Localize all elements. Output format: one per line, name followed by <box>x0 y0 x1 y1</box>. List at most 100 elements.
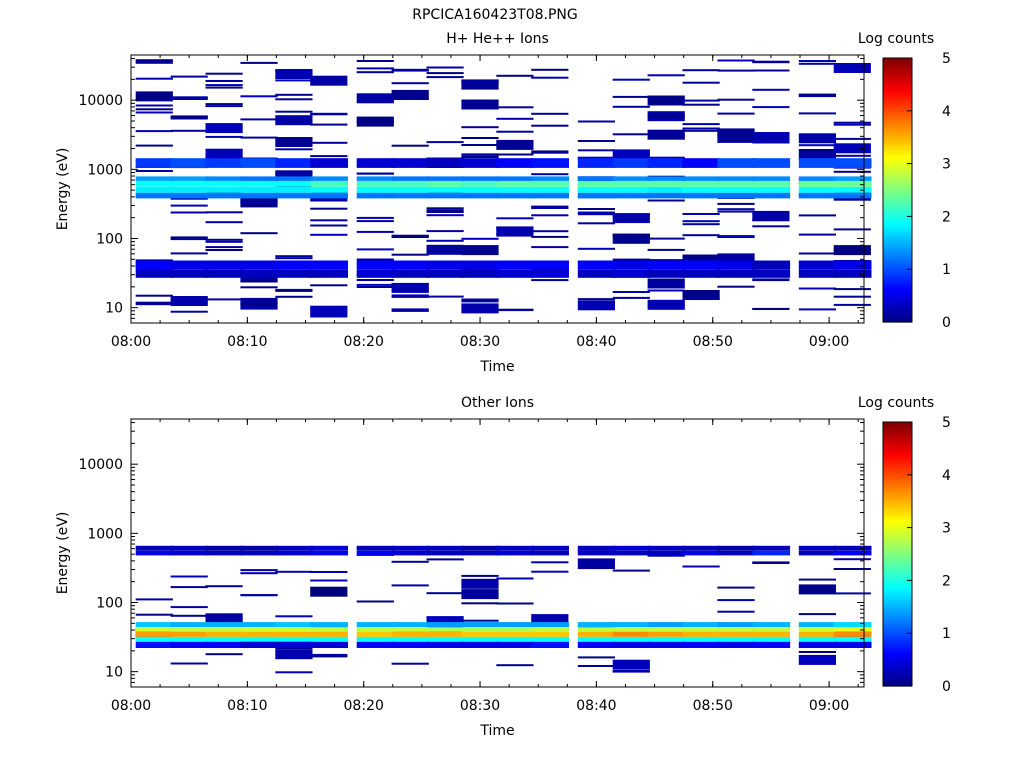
sparse-bin <box>240 594 278 597</box>
heatmap-cell <box>461 158 500 168</box>
heatmap-cell <box>310 545 348 551</box>
sparse-bin <box>391 308 429 311</box>
colorbar-segment <box>883 251 912 255</box>
sparse-bin <box>577 567 615 570</box>
colorbar-segment <box>883 176 912 180</box>
colorbar-segment <box>883 273 912 277</box>
sparse-bin <box>170 575 208 578</box>
sparse-bin <box>798 308 836 311</box>
sparse-bin <box>833 63 871 73</box>
colorbar-segment <box>883 181 912 184</box>
colorbar-tick-label: 1 <box>942 262 951 278</box>
sparse-bin <box>798 60 836 62</box>
heatmap-cell <box>496 158 535 168</box>
colorbar-segment <box>883 457 912 460</box>
colorbar-segment <box>883 556 912 559</box>
heatmap-cell <box>682 269 721 278</box>
colorbar-segment <box>883 512 912 515</box>
heatmap-cell <box>205 622 244 628</box>
colorbar-segment <box>883 677 912 680</box>
heatmap-cell <box>833 636 872 642</box>
colorbar-segment <box>883 275 912 279</box>
sparse-bin <box>135 301 173 304</box>
sparse-bin <box>752 225 790 228</box>
sparse-bin <box>275 137 313 147</box>
heatmap-cell <box>752 627 791 632</box>
colorbar-segment <box>883 245 912 248</box>
sparse-bin <box>717 285 755 288</box>
heatmap-cell <box>531 180 569 187</box>
heatmap-cell <box>310 186 348 193</box>
sparse-bin <box>310 305 348 308</box>
sparse-bin <box>240 61 278 64</box>
colorbar-segment <box>883 319 912 323</box>
sparse-bin <box>577 120 615 123</box>
colorbar-segment <box>883 302 912 305</box>
heatmap-cell <box>205 627 244 632</box>
heatmap-cell <box>531 622 569 628</box>
colorbar-segment <box>883 192 912 195</box>
sparse-bin <box>682 127 720 130</box>
sparse-bin <box>170 197 208 200</box>
heatmap-cell <box>647 622 686 628</box>
colorbar-segment <box>883 622 912 625</box>
colorbar-segment <box>883 205 912 209</box>
heatmap-cell <box>426 158 465 168</box>
heatmap-cell <box>461 176 500 181</box>
sparse-bin <box>612 213 650 224</box>
colorbar-segment <box>883 463 912 467</box>
sparse-bin <box>531 124 569 127</box>
colorbar-segment <box>883 589 912 592</box>
heatmap-cell <box>310 192 348 199</box>
heatmap-cell <box>496 550 535 556</box>
sparse-bin <box>170 211 208 214</box>
heatmap-cell <box>356 180 395 187</box>
sparse-bin <box>833 568 871 570</box>
heatmap-cell <box>612 269 651 278</box>
heatmap-cell <box>833 260 872 270</box>
heatmap-cell <box>717 269 756 278</box>
sparse-bin <box>798 62 836 65</box>
sparse-bin <box>612 133 650 136</box>
x-tick-label: 08:10 <box>227 334 267 350</box>
sparse-bin <box>135 108 173 111</box>
colorbar-segment <box>883 672 912 676</box>
heatmap-cell <box>833 641 872 648</box>
x-tick-label: 08:20 <box>344 698 384 714</box>
colorbar-segment <box>883 84 912 88</box>
colorbar-segment <box>883 679 912 683</box>
heatmap-cell <box>682 641 721 648</box>
sparse-bin <box>531 235 569 238</box>
sparse-bin <box>496 577 534 580</box>
y-axis-label: Energy (eV) <box>55 148 71 231</box>
sparse-bin <box>752 132 790 142</box>
sparse-bin <box>275 93 313 96</box>
sparse-bin <box>135 598 173 601</box>
colorbar-segment <box>883 291 912 294</box>
heatmap-cell <box>240 636 279 642</box>
colorbar-segment <box>883 670 912 674</box>
heatmap-cell <box>496 622 535 628</box>
sparse-bin <box>682 254 720 265</box>
colorbar-segment <box>883 313 912 316</box>
heatmap-cell <box>310 176 348 181</box>
colorbar-tick-label: 0 <box>942 679 951 695</box>
heatmap-cell <box>426 622 465 628</box>
heatmap-cell <box>391 186 430 193</box>
sparse-bin <box>310 112 348 115</box>
heatmap-cell <box>612 176 651 181</box>
heatmap-cell <box>275 260 314 270</box>
figure-title: RPCICA160423T08.PNG <box>412 7 577 23</box>
colorbar-segment <box>883 450 912 454</box>
heatmap-cell <box>391 631 430 637</box>
heatmap-cell <box>240 180 279 187</box>
sparse-bin <box>752 308 790 310</box>
x-tick-label: 08:40 <box>576 698 616 714</box>
colorbar-segment <box>883 635 912 639</box>
colorbar-segment <box>883 172 912 176</box>
colorbar-segment <box>883 503 912 507</box>
sparse-bin <box>496 106 534 109</box>
sparse-bin <box>577 298 615 301</box>
colorbar-segment <box>883 260 912 264</box>
colorbar-segment <box>883 461 912 465</box>
